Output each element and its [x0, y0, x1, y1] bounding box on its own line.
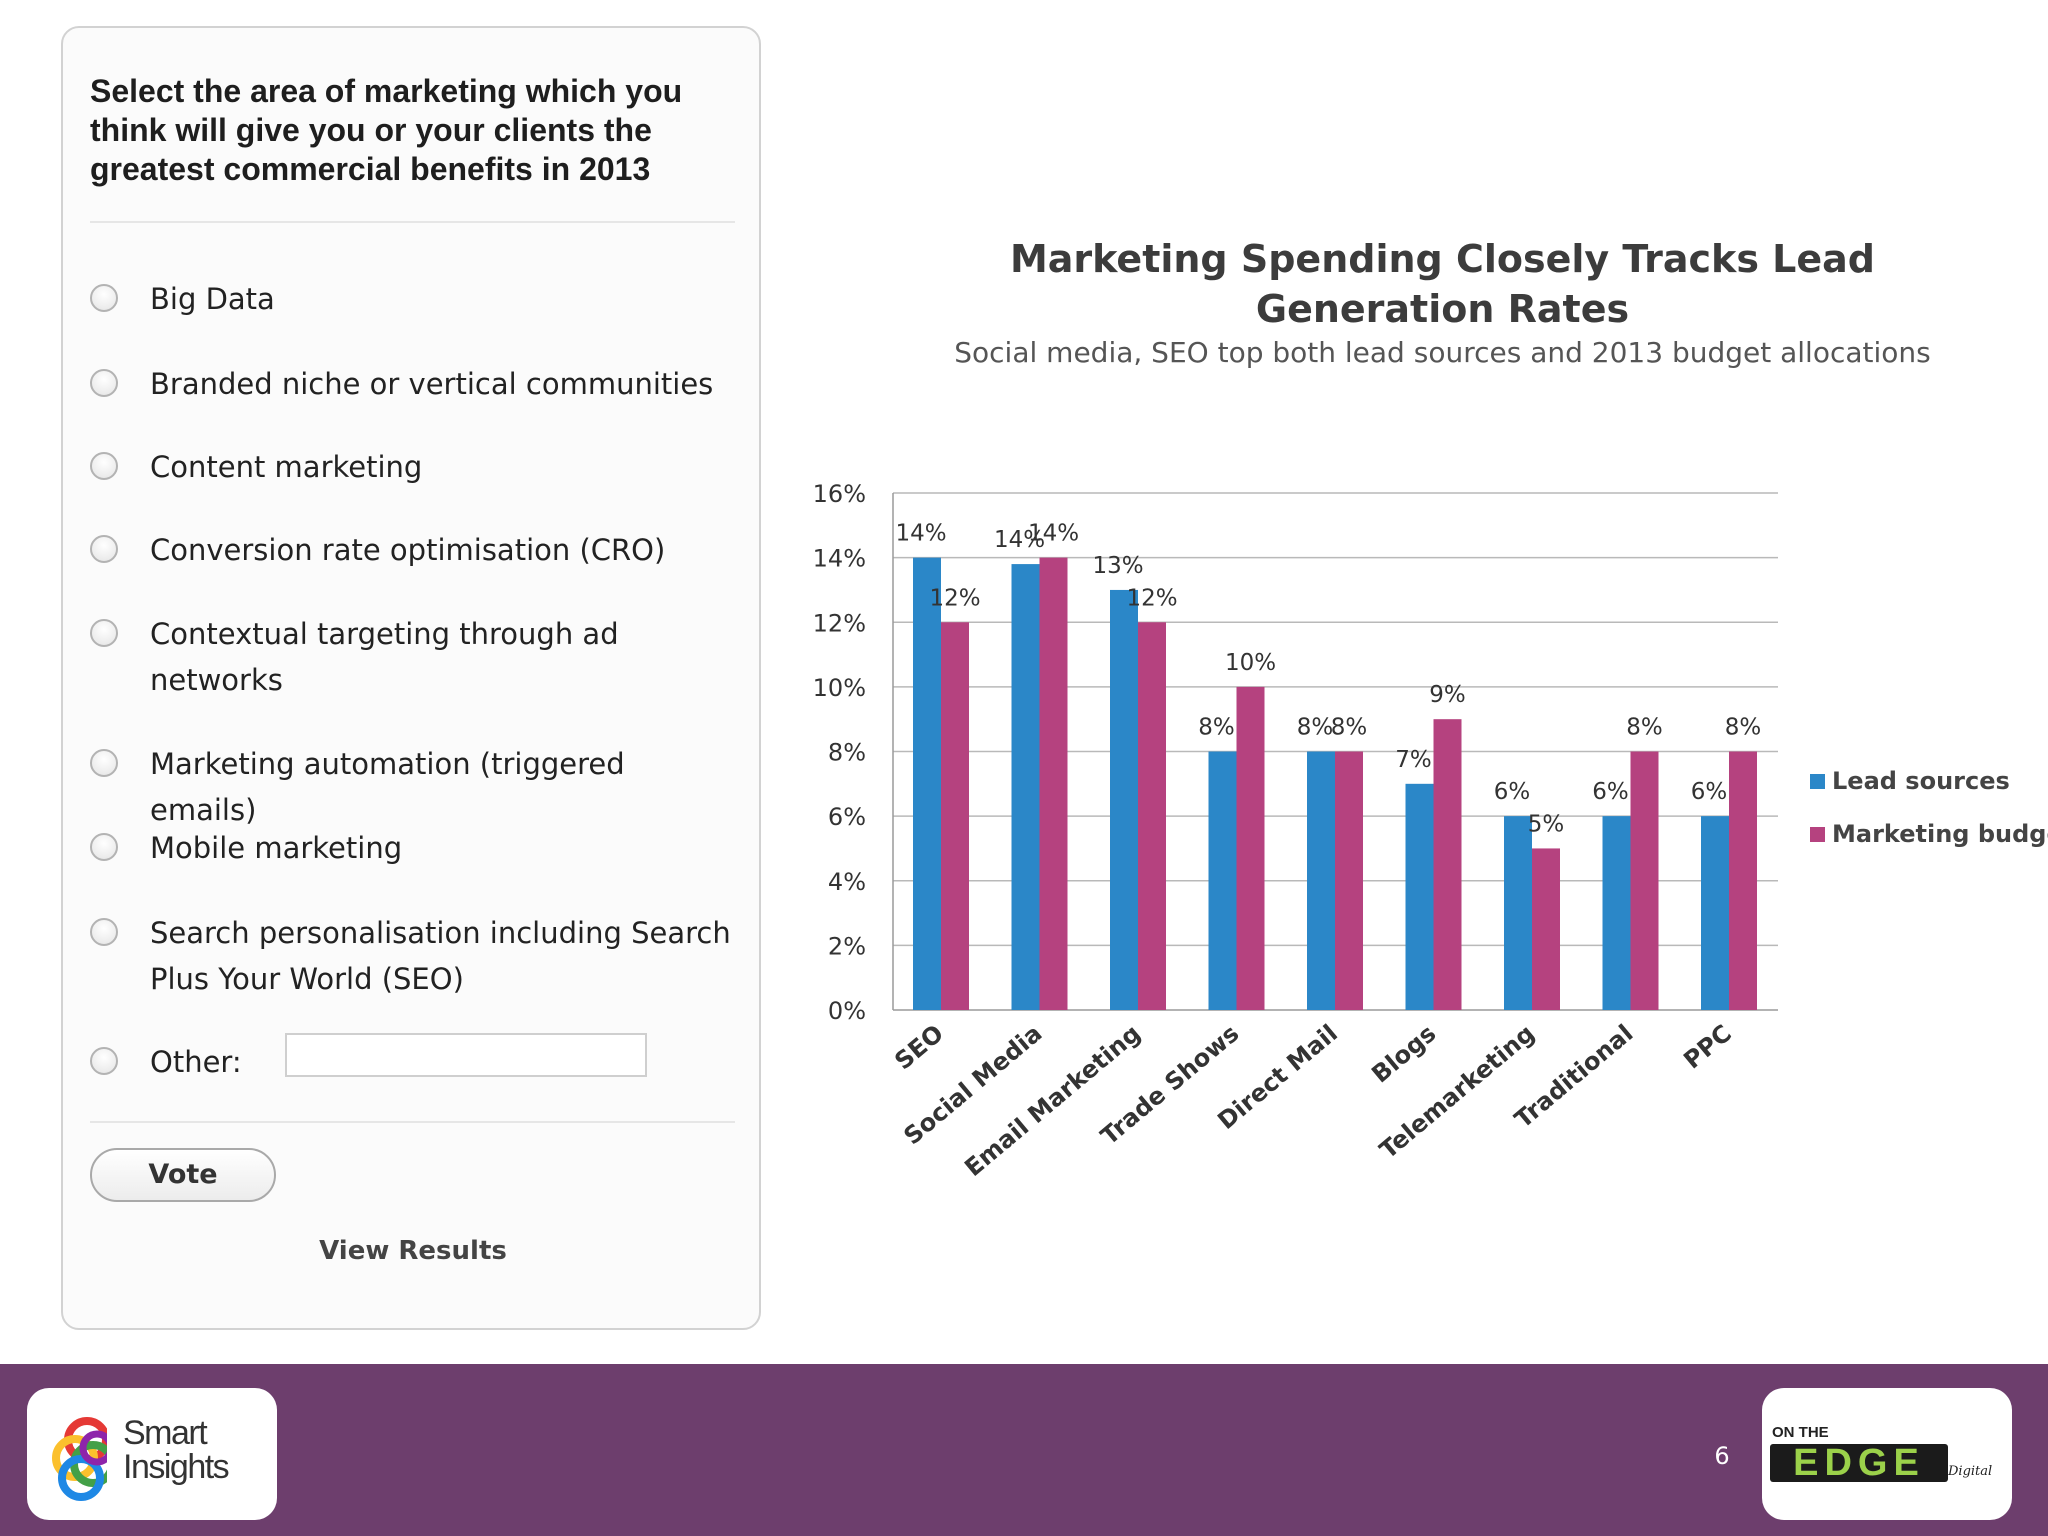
footer-bar: Smart Insights 6 ON THE EDGE Digital: [0, 1364, 2048, 1536]
radio-button[interactable]: [90, 749, 118, 777]
data-label: 8%: [1725, 715, 1762, 741]
x-tick-label: Email Marketing: [959, 1019, 1145, 1182]
bar: [1307, 751, 1335, 1010]
radio-button[interactable]: [90, 619, 118, 647]
data-label: 8%: [1626, 715, 1663, 741]
radio-button[interactable]: [90, 535, 118, 563]
y-tick-label: 10%: [813, 674, 866, 702]
x-tick-label: SEO: [889, 1019, 948, 1075]
bar: [1602, 816, 1631, 1010]
radio-button[interactable]: [90, 918, 118, 946]
data-label: 6%: [1592, 779, 1629, 805]
radio-button[interactable]: [90, 1047, 118, 1075]
bar: [941, 622, 969, 1010]
data-label: 9%: [1429, 682, 1466, 708]
bar: [1138, 622, 1166, 1010]
poll-option-label: Contextual targeting through ad networks: [150, 617, 619, 697]
data-label: 6%: [1691, 779, 1728, 805]
data-label: 8%: [1331, 715, 1368, 741]
bar: [913, 557, 941, 1010]
data-label: 8%: [1297, 715, 1334, 741]
poll-option-label: Conversion rate optimisation (CRO): [150, 533, 666, 567]
y-tick-label: 6%: [828, 803, 866, 831]
poll-panel: Select the area of marketing which you t…: [61, 26, 761, 1330]
poll-divider-bottom: [90, 1121, 735, 1123]
y-tick-label: 16%: [813, 480, 866, 508]
page-number: 6: [1714, 1442, 1730, 1470]
poll-divider-top: [90, 221, 735, 223]
y-tick-label: 4%: [828, 868, 866, 896]
bar: [1335, 751, 1363, 1010]
poll-option-label: Big Data: [150, 282, 275, 316]
data-label: 5%: [1528, 811, 1565, 837]
bar: [1532, 848, 1560, 1010]
radio-button[interactable]: [90, 369, 118, 397]
data-label: 14%: [1028, 521, 1079, 547]
legend-swatch: [1810, 774, 1825, 789]
legend-label: Lead sources: [1832, 767, 2010, 795]
edge-logo-small-text: Digital: [1948, 1464, 1993, 1479]
chart-title: Marketing Spending Closely Tracks Lead G…: [1009, 237, 1876, 331]
bar: [1701, 816, 1729, 1010]
x-tick-label: Blogs: [1366, 1019, 1441, 1088]
edge-logo-mark: [1770, 1444, 1948, 1482]
legend-label: Marketing budget: [1832, 820, 2048, 848]
bar: [1011, 564, 1040, 1010]
view-results-link[interactable]: View Results: [319, 1236, 507, 1266]
bar: [1208, 751, 1237, 1010]
y-tick-label: 0%: [828, 997, 866, 1025]
edge-logo-main-text: EDGE: [1793, 1442, 1925, 1484]
data-label: 6%: [1494, 779, 1531, 805]
y-tick-label: 8%: [828, 739, 866, 767]
poll-option-label: Other:: [150, 1045, 242, 1079]
other-text-input[interactable]: [285, 1033, 647, 1077]
bar: [1405, 783, 1434, 1010]
bar: [1110, 589, 1138, 1010]
data-label: 13%: [1092, 553, 1143, 579]
smart-insights-logo-word-2: Insights: [123, 1448, 230, 1486]
x-tick-label: PPC: [1678, 1019, 1736, 1074]
data-label: 12%: [929, 585, 980, 611]
y-tick-label: 12%: [813, 609, 866, 637]
smart-insights-logo-icon: [52, 1417, 107, 1501]
y-tick-label: 2%: [828, 932, 866, 960]
smart-insights-logo: Smart Insights: [27, 1388, 277, 1520]
chart-subtitle: Social media, SEO top both lead sources …: [954, 336, 1931, 369]
poll-option-label: Mobile marketing: [150, 831, 403, 865]
smart-insights-logo-word-1: Smart: [123, 1414, 208, 1452]
data-label: 7%: [1395, 747, 1432, 773]
bar: [1433, 719, 1462, 1010]
poll-option-label: Search personalisation including Search …: [150, 916, 731, 996]
radio-button[interactable]: [90, 284, 118, 312]
bar: [1729, 751, 1757, 1010]
poll-option-label: Marketing automation (triggered emails): [150, 747, 625, 827]
poll-option-label: Content marketing: [150, 450, 423, 484]
poll-option-label: Branded niche or vertical communities: [150, 367, 714, 401]
bar-chart: 0%2%4%6%8%10%12%14%16%14%12%SEO14%14%Soc…: [813, 480, 2048, 1182]
y-tick-label: 14%: [813, 545, 866, 573]
bar: [1236, 686, 1265, 1010]
radio-button[interactable]: [90, 833, 118, 861]
bar: [1504, 816, 1532, 1010]
edge-logo-top-text: ON THE: [1772, 1424, 1829, 1441]
poll-question: Select the area of marketing which you t…: [90, 73, 683, 187]
legend-swatch: [1810, 827, 1825, 842]
bar: [1039, 557, 1068, 1010]
radio-button[interactable]: [90, 452, 118, 480]
bar: [1630, 751, 1659, 1010]
vote-button[interactable]: Vote: [90, 1148, 276, 1202]
data-label: 14%: [994, 527, 1045, 553]
data-label: 14%: [895, 521, 946, 547]
data-label: 8%: [1198, 715, 1235, 741]
on-the-edge-digital-logo: ON THE EDGE Digital: [1762, 1388, 2012, 1520]
data-label: 10%: [1225, 650, 1276, 676]
data-label: 12%: [1126, 585, 1177, 611]
